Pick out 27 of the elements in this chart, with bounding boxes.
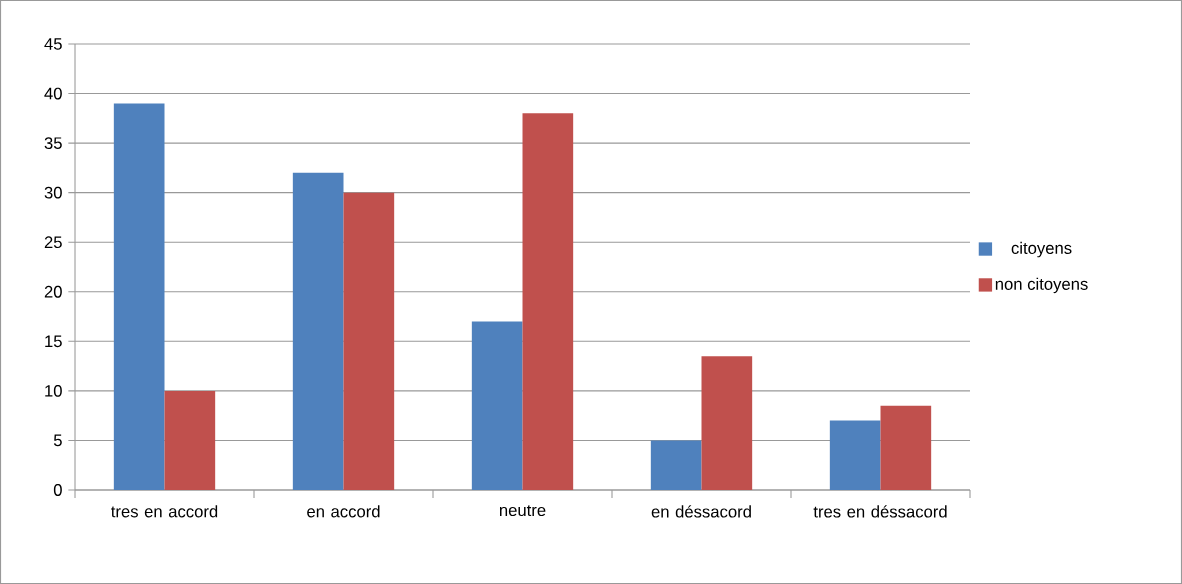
y-tick-label: 10 xyxy=(45,384,62,397)
x-tick-label: neutre xyxy=(499,505,546,517)
bar xyxy=(650,440,702,490)
bar xyxy=(343,192,395,490)
x-tick-label: tres en déssacord xyxy=(813,505,947,518)
bar xyxy=(880,405,932,490)
y-tick-label: 15 xyxy=(45,335,62,348)
x-tick-label: en accord xyxy=(307,505,380,518)
legend-label: citoyens xyxy=(1011,241,1072,258)
y-tick-label: 30 xyxy=(44,186,62,199)
bar xyxy=(829,420,881,490)
y-tick-label: 45 xyxy=(44,38,62,50)
y-tick-label: 40 xyxy=(44,87,62,100)
y-tick-label: 35 xyxy=(44,137,62,149)
y-tick-label: 5 xyxy=(53,434,62,447)
legend-label: non citoyens xyxy=(995,277,1088,294)
x-tick-label: en déssacord xyxy=(651,505,751,518)
bar xyxy=(164,390,216,490)
y-tick-label: 25 xyxy=(44,236,62,249)
bar xyxy=(701,356,753,490)
y-tick-label: 20 xyxy=(44,285,62,298)
bar xyxy=(522,113,574,490)
x-tick-label: tres en accord xyxy=(111,505,218,518)
bar xyxy=(471,321,523,490)
y-tick-label: 0 xyxy=(53,484,62,496)
bar xyxy=(113,103,165,490)
bar xyxy=(292,172,344,490)
